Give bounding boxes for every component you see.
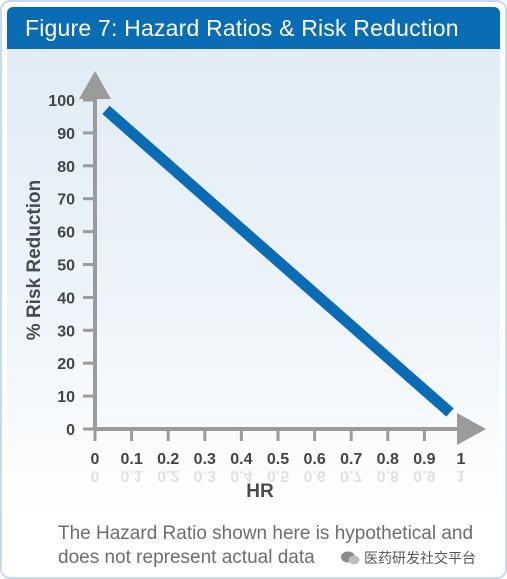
- x-tick-label: 0.6: [303, 451, 325, 468]
- y-tick-label: 100: [48, 93, 75, 110]
- x-tick-label-reflection: 0.9: [413, 467, 435, 484]
- x-tick-label: 0.7: [340, 451, 362, 468]
- risk-reduction-line: [102, 105, 454, 417]
- y-tick-label: 60: [57, 225, 75, 242]
- axes: [79, 71, 486, 445]
- x-tick-label: 1: [457, 451, 466, 468]
- series-group: [102, 105, 454, 417]
- x-tick-label-reflection: 0.7: [340, 467, 362, 484]
- x-tick-label-reflection: 1: [457, 467, 466, 484]
- y-tick-label: 50: [57, 258, 75, 275]
- y-tick-label: 20: [57, 356, 75, 373]
- x-tick-labels: 00 0.10.1 0.20.2 0.30.3 0.40.4 0.50.5 0.60.6 0.…: [91, 451, 466, 484]
- y-tick-label: 30: [57, 323, 75, 340]
- y-tick-labels: 0 10 20 30 40 50 60 70 80 90 100: [48, 93, 75, 439]
- x-axis-arrow: [457, 413, 486, 445]
- x-tick-label-reflection: 0.2: [157, 467, 179, 484]
- x-tick-label-reflection: 0: [91, 467, 100, 484]
- x-axis-label: HR: [246, 481, 274, 502]
- y-tick-label: 10: [57, 389, 75, 406]
- plot-background: [7, 49, 500, 519]
- x-tick-label: 0.4: [230, 451, 252, 468]
- x-tick-label-reflection: 0.3: [194, 467, 216, 484]
- x-tick-label-reflection: 0.5: [267, 467, 289, 484]
- y-tick-label: 40: [57, 290, 75, 307]
- x-tick-label: 0.5: [267, 451, 289, 468]
- x-tick-label: 0.2: [157, 451, 179, 468]
- watermark: 医药研发社交平台: [340, 547, 476, 569]
- figure-title: Figure 7: Hazard Ratios & Risk Reduction: [7, 7, 500, 49]
- watermark-text: 医药研发社交平台: [364, 550, 476, 566]
- y-axis-arrow: [79, 71, 111, 99]
- y-axis-label: % Risk Reduction: [24, 180, 45, 340]
- x-tick-label: 0.9: [413, 451, 435, 468]
- y-tick-label: 0: [66, 422, 75, 439]
- y-tick-label: 80: [57, 159, 75, 176]
- x-tick-label: 0.1: [120, 451, 142, 468]
- chat-bubble-icon: [341, 551, 360, 565]
- x-tick-label: 0.3: [194, 451, 216, 468]
- caption-text: The Hazard Ratio shown here is hypotheti…: [58, 523, 474, 568]
- x-tick-label-reflection: 0.6: [303, 467, 325, 484]
- x-tick-label-reflection: 0.8: [377, 467, 399, 484]
- y-tick-label: 70: [57, 192, 75, 209]
- x-tick-label-reflection: 0.4: [230, 467, 252, 484]
- x-tick-label: 0.8: [377, 451, 399, 468]
- x-tick-label-reflection: 0.1: [120, 467, 142, 484]
- y-tick-label: 90: [57, 126, 75, 143]
- x-tick-label: 0: [91, 451, 100, 468]
